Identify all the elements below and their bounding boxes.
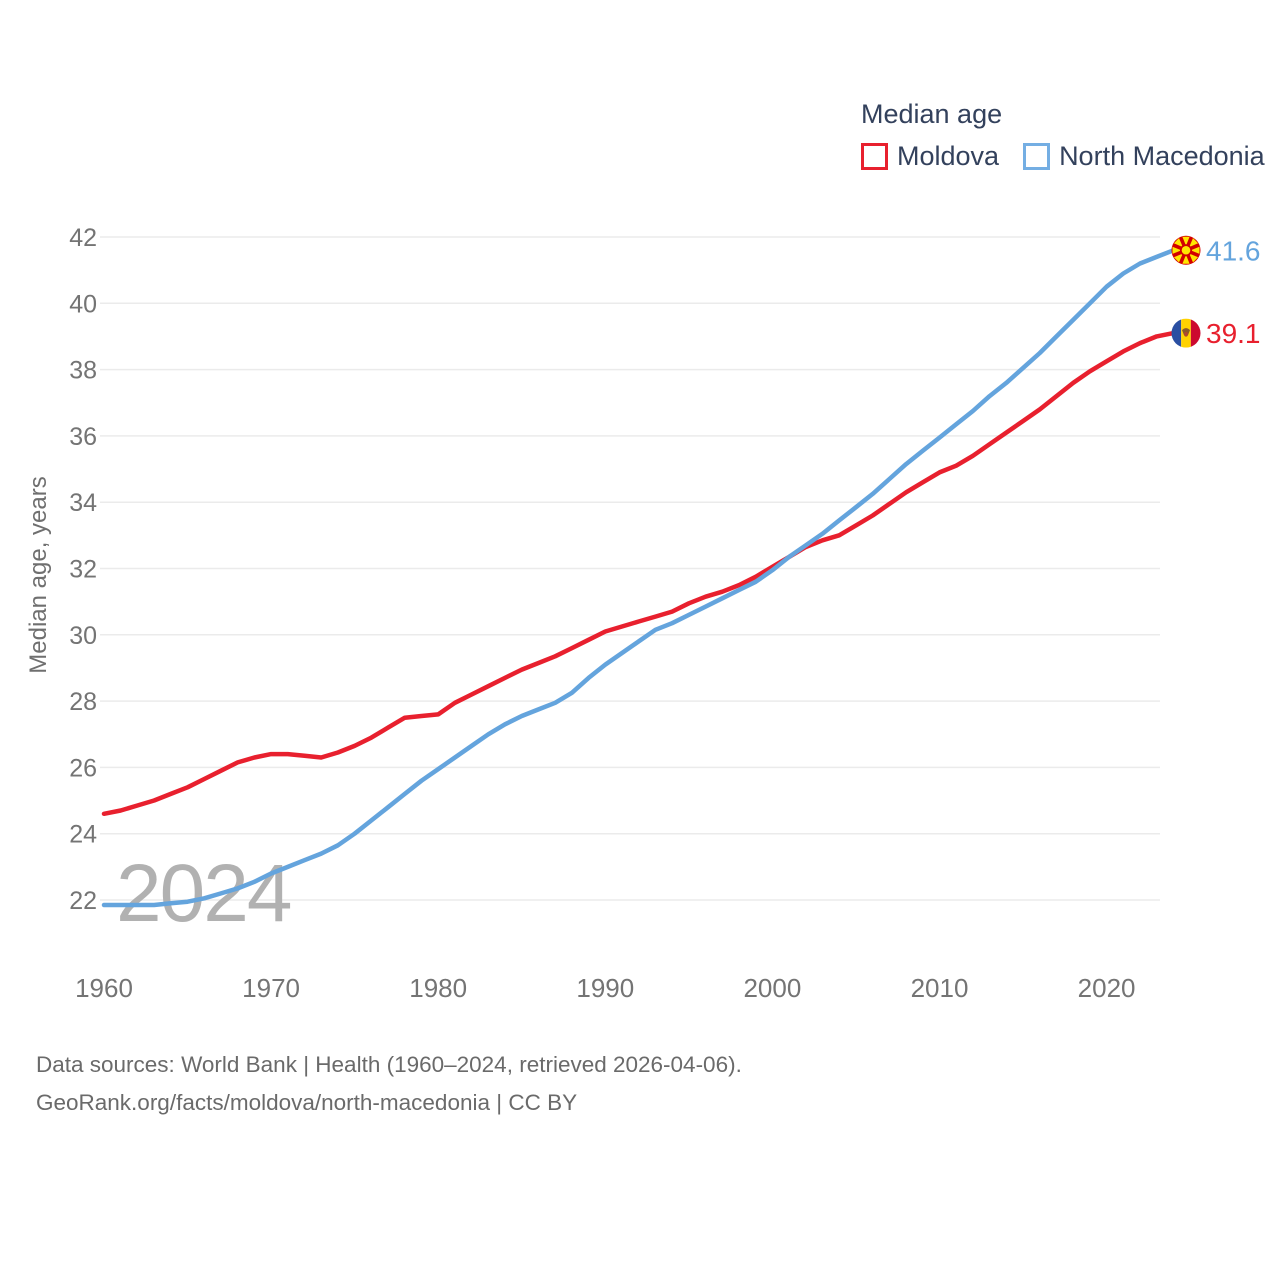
moldova-flag-icon — [1171, 318, 1201, 348]
x-tick-label-1960: 1960 — [75, 973, 133, 1003]
y-axis-tick-labels: 22 24 26 28 30 32 34 36 38 40 42 — [69, 224, 97, 915]
y-tick-label-34: 34 — [69, 489, 97, 517]
north-macedonia-swatch-icon — [1023, 143, 1051, 170]
end-markers: 41.6 39.1 — [1171, 235, 1261, 349]
watermark-year: 2024 — [116, 848, 291, 939]
x-tick-label-2020: 2020 — [1078, 973, 1136, 1003]
y-tick-label-40: 40 — [69, 290, 97, 318]
north-macedonia-line — [101, 248, 1176, 908]
x-tick-label-2000: 2000 — [743, 973, 801, 1003]
y-tick-label-26: 26 — [69, 754, 97, 782]
legend-item-moldova[interactable]: Moldova — [861, 141, 999, 172]
y-tick-label-42: 42 — [69, 224, 97, 252]
x-tick-label-1970: 1970 — [242, 973, 300, 1003]
x-axis-tick-labels: 1960 1970 1980 1990 2000 2010 2020 — [75, 973, 1135, 1003]
y-tick-label-32: 32 — [69, 556, 97, 584]
footer-attribution: GeoRank.org/facts/moldova/north-macedoni… — [36, 1090, 578, 1115]
moldova-end-value: 39.1 — [1206, 318, 1261, 349]
north-macedonia-end-value: 41.6 — [1206, 235, 1261, 266]
y-tick-label-22: 22 — [69, 887, 97, 915]
legend-label-north-macedonia: North Macedonia — [1059, 141, 1265, 171]
footer: Data sources: World Bank | Health (1960–… — [36, 1046, 742, 1122]
y-axis-title: Median age, years — [25, 476, 52, 673]
y-tick-label-28: 28 — [69, 688, 97, 716]
gridlines — [100, 236, 1160, 901]
legend-title: Median age — [861, 99, 1003, 129]
y-tick-label-36: 36 — [69, 423, 97, 451]
legend: Median age Moldova North Macedonia — [861, 99, 1265, 172]
x-tick-label-1990: 1990 — [576, 973, 634, 1003]
x-tick-label-2010: 2010 — [911, 973, 969, 1003]
y-tick-label-24: 24 — [69, 821, 97, 849]
median-age-chart: 22 24 26 28 30 32 34 36 38 40 42 1960 1970 1980 1990 2… — [25, 224, 1261, 1003]
moldova-line — [101, 330, 1176, 817]
series-lines — [101, 248, 1176, 908]
north-macedonia-flag-icon — [1171, 235, 1201, 265]
footer-data-sources: Data sources: World Bank | Health (1960–… — [36, 1052, 742, 1077]
legend-item-north-macedonia[interactable]: North Macedonia — [1023, 141, 1265, 172]
y-tick-label-38: 38 — [69, 357, 97, 385]
x-tick-label-1980: 1980 — [409, 973, 467, 1003]
moldova-swatch-icon — [861, 143, 888, 170]
legend-row: Moldova North Macedonia — [861, 141, 1265, 172]
y-tick-label-30: 30 — [69, 622, 97, 650]
legend-label-moldova: Moldova — [897, 141, 1000, 171]
